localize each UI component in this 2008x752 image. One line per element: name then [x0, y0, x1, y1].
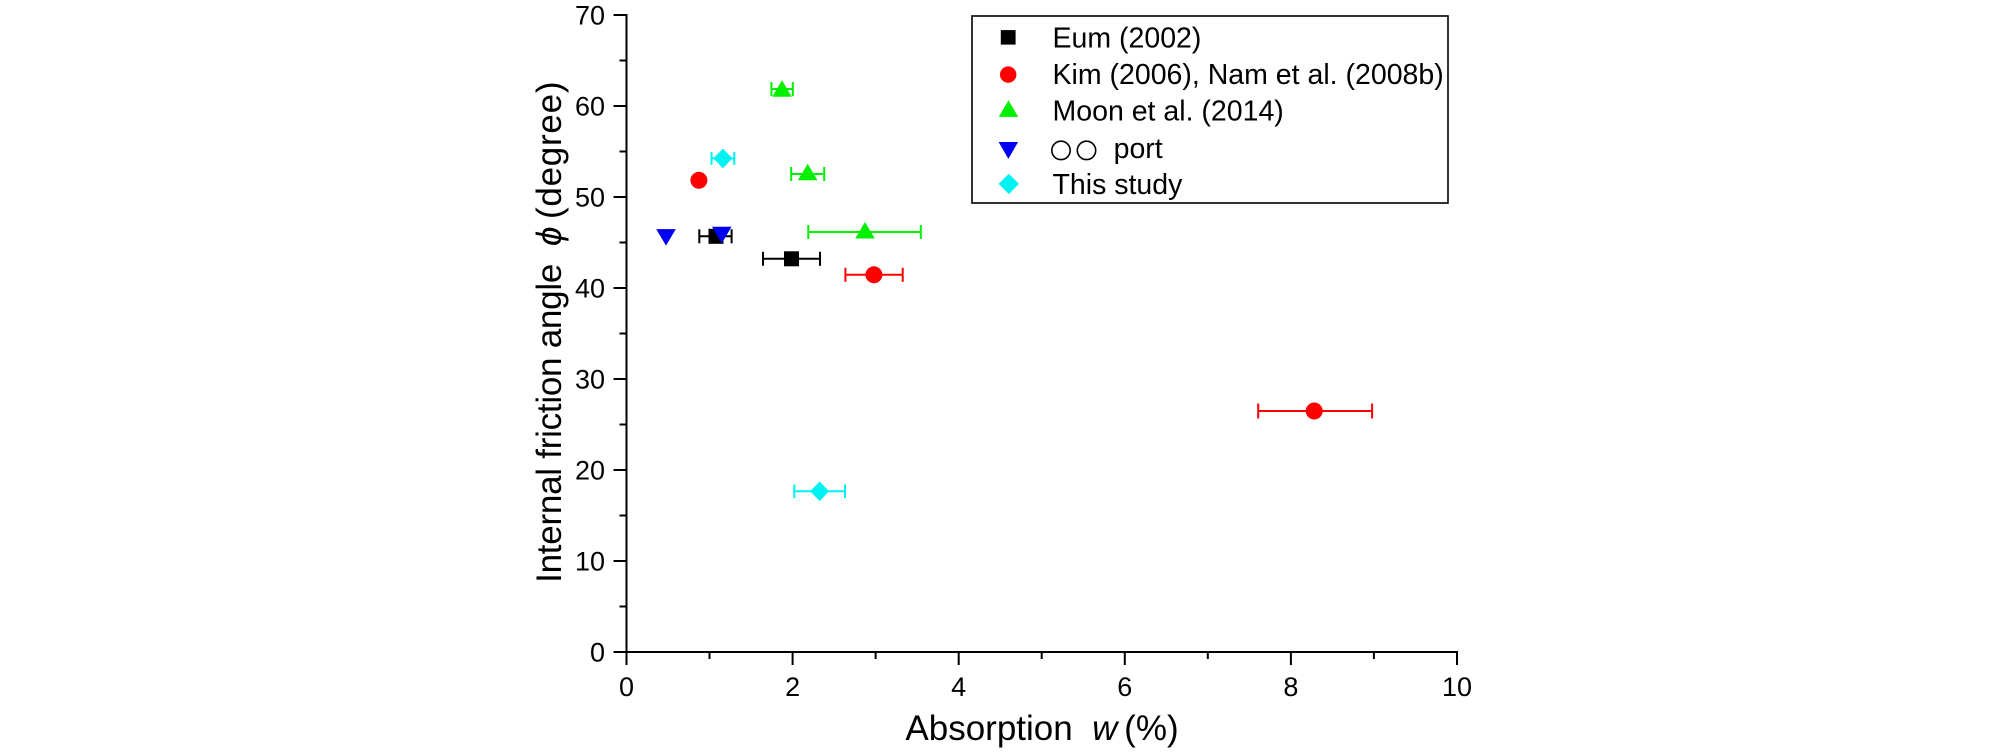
svg-text:60: 60: [575, 92, 605, 122]
svg-text:8: 8: [1283, 672, 1298, 702]
svg-text:20: 20: [575, 456, 605, 486]
svg-text:Eum (2002): Eum (2002): [1053, 23, 1202, 55]
svg-text:10: 10: [1442, 672, 1472, 702]
svg-text:70: 70: [575, 1, 605, 31]
svg-text:port: port: [1114, 133, 1163, 165]
svg-text:10: 10: [575, 547, 605, 577]
svg-text:30: 30: [575, 365, 605, 395]
svg-text:50: 50: [575, 183, 605, 213]
svg-text:Absorption w (%): Absorption w (%): [905, 709, 1178, 748]
svg-text:2: 2: [785, 672, 800, 702]
svg-text:This study: This study: [1053, 169, 1184, 201]
svg-text:0: 0: [590, 638, 605, 668]
svg-text:0: 0: [619, 672, 634, 702]
svg-text:4: 4: [951, 672, 966, 702]
svg-text:Moon et al. (2014): Moon et al. (2014): [1053, 96, 1284, 128]
svg-text:ϕ: ϕ: [530, 227, 569, 246]
svg-text:40: 40: [575, 274, 605, 304]
svg-text:6: 6: [1117, 672, 1132, 702]
svg-text:(degree): (degree): [530, 81, 569, 219]
svg-text:Internal friction angle: Internal friction angle: [530, 264, 569, 583]
svg-text:Kim (2006), Nam et al. (2008b): Kim (2006), Nam et al. (2008b): [1053, 59, 1444, 91]
